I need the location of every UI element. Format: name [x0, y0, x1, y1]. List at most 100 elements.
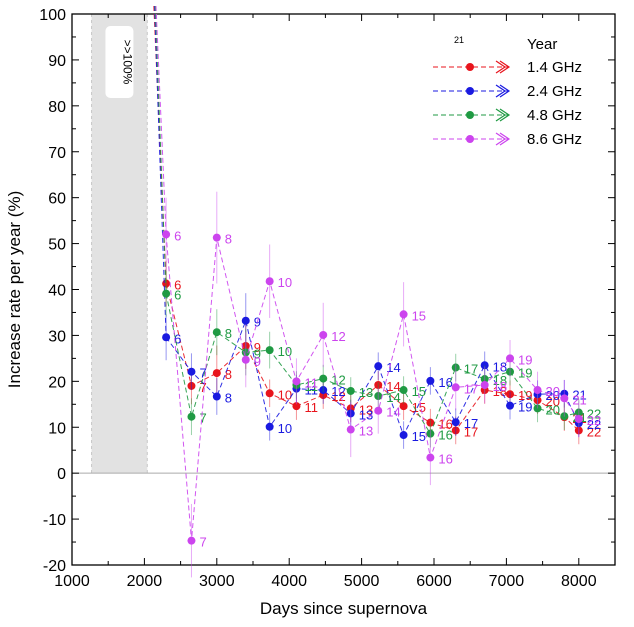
data-point: [241, 348, 250, 357]
data-point: [241, 341, 250, 350]
point-label: 10: [278, 275, 292, 290]
data-point: [399, 402, 408, 411]
point-label: 6: [174, 278, 181, 293]
legend-arrow: [499, 60, 511, 74]
legend-arrow: [495, 132, 507, 146]
point-label: 20: [546, 402, 560, 417]
data-point: [265, 277, 274, 286]
x-tick-label: 4000: [271, 573, 307, 590]
data-point: [374, 381, 383, 390]
data-point: [319, 386, 328, 395]
point-label: 11: [304, 383, 318, 398]
data-point: [574, 426, 583, 435]
y-tick-label: 0: [57, 466, 66, 483]
data-point: [212, 392, 221, 401]
point-label: 19: [518, 400, 532, 415]
point-label: 20: [546, 384, 560, 399]
legend-arrow: [499, 132, 511, 146]
point-label: 17: [464, 416, 478, 431]
y-tick-label: -10: [43, 512, 66, 529]
point-label: 19: [518, 366, 532, 381]
point-label: 6: [174, 288, 181, 303]
point-label: 15: [412, 308, 426, 323]
data-point: [346, 425, 355, 434]
point-label: 19: [518, 388, 532, 403]
x-tick-label: 5000: [344, 573, 380, 590]
data-point: [292, 377, 301, 386]
point-label: 20: [546, 388, 560, 403]
x-tick-label: 8000: [561, 573, 597, 590]
data-point: [187, 381, 196, 390]
data-point: [560, 412, 569, 421]
data-point: [241, 355, 250, 364]
point-label: 13: [359, 424, 373, 439]
legend-arrow: [499, 84, 511, 98]
legend-label: 1.4 GHz: [527, 59, 582, 76]
data-point: [319, 330, 328, 339]
data-point: [187, 536, 196, 545]
data-point: [533, 386, 542, 395]
point-label: 18: [493, 379, 507, 394]
point-label: 8: [225, 367, 232, 382]
data-point: [451, 418, 460, 427]
shaded-region-layer: >>100%: [91, 14, 148, 474]
legend-label: 4.8 GHz: [527, 107, 582, 124]
y-tick-label: -20: [43, 558, 66, 575]
point-label: 9: [254, 346, 261, 361]
point-label: 11: [304, 379, 318, 394]
point-label: 12: [331, 373, 345, 388]
point-label: 13: [359, 385, 373, 400]
point-label: 16: [438, 375, 452, 390]
data-point: [374, 392, 383, 401]
data-point: [426, 429, 435, 438]
y-tick-label: 40: [48, 283, 66, 300]
data-point: [451, 426, 460, 435]
data-point: [374, 406, 383, 415]
x-tick-label: 2000: [127, 573, 163, 590]
point-label: 6: [174, 331, 181, 346]
x-axis-label: Days since supernova: [260, 599, 428, 618]
data-point: [480, 361, 489, 370]
point-label: 14: [386, 405, 400, 420]
point-label: 6: [174, 228, 181, 243]
point-label: 22: [587, 417, 601, 432]
point-label: 22: [587, 407, 601, 422]
series-line: [165, 283, 580, 432]
point-label: 7: [199, 535, 206, 550]
data-point: [399, 310, 408, 319]
legend-label: 8.6 GHz: [527, 131, 582, 148]
y-tick-label: 20: [48, 374, 66, 391]
y-tick-label: 90: [48, 53, 66, 70]
point-label: 9: [254, 354, 261, 369]
data-point: [162, 333, 171, 342]
point-label: 8: [225, 390, 232, 405]
point-label: 21: [572, 388, 586, 403]
point-label: 13: [359, 402, 373, 417]
point-label: 13: [359, 407, 373, 422]
point-label: 7: [199, 380, 206, 395]
point-label: 12: [331, 384, 345, 399]
data-point: [426, 453, 435, 462]
y-tick-label: 30: [48, 328, 66, 345]
point-label: 11: [304, 375, 318, 390]
series-entry-line: [155, 5, 167, 235]
legend-header: Year: [527, 36, 557, 53]
legend-marker: [466, 87, 474, 95]
point-label: 20: [546, 394, 560, 409]
point-label: 10: [278, 421, 292, 436]
data-point: [506, 390, 515, 399]
data-point: [212, 233, 221, 242]
data-point: [480, 381, 489, 390]
point-label: 18: [493, 373, 507, 388]
data-point: [212, 328, 221, 337]
point-label: 16: [438, 452, 452, 467]
data-point: [533, 396, 542, 405]
data-point: [346, 386, 355, 395]
legend: 21 Year 1.4 GHz 2.4 GHz 4.8 GHz 8.6 GHz: [433, 35, 582, 148]
data-point: [212, 369, 221, 378]
data-point: [292, 402, 301, 411]
point-label: 12: [331, 329, 345, 344]
